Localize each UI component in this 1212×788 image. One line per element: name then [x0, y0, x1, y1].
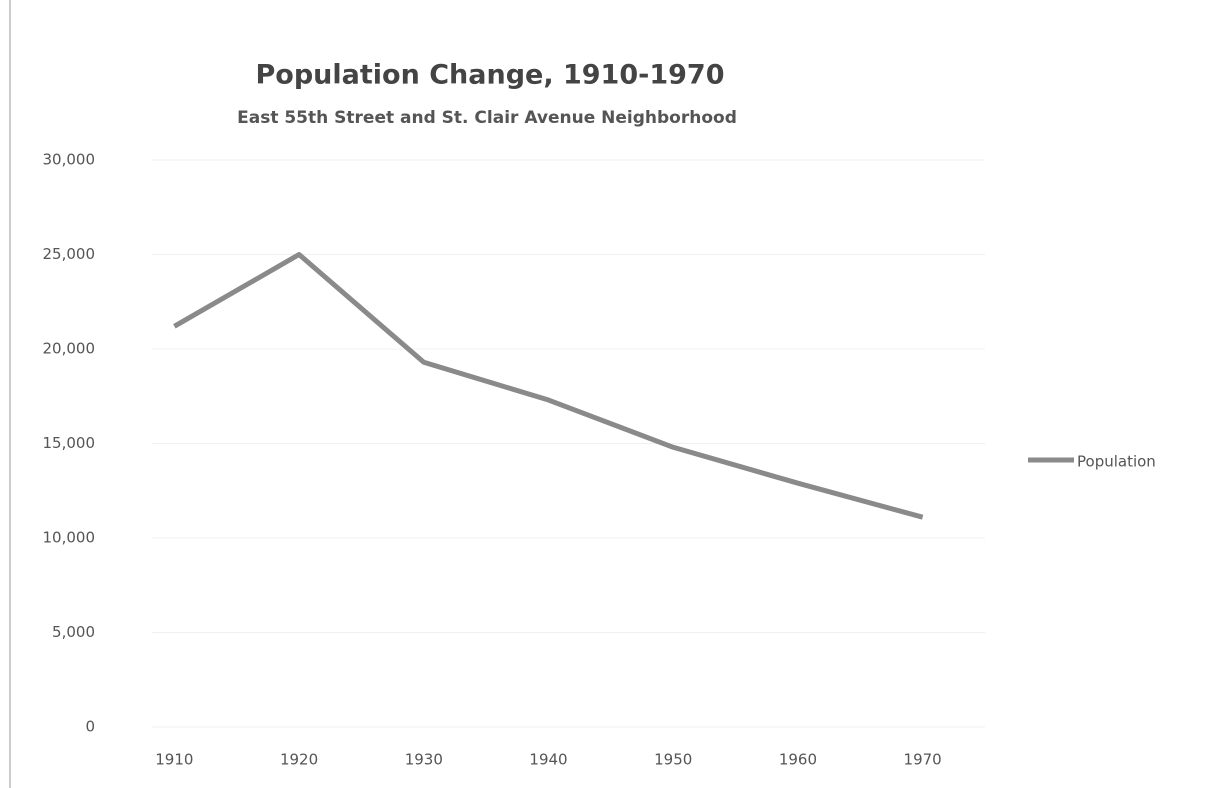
- y-tick-label: 25,000: [43, 245, 96, 263]
- x-tick-label: 1930: [405, 751, 443, 769]
- y-tick-label: 30,000: [43, 151, 96, 169]
- data-line: [173, 252, 924, 520]
- y-tick-label: 0: [85, 718, 95, 736]
- chart-subtitle: East 55th Street and St. Clair Avenue Ne…: [237, 108, 737, 128]
- x-tick-label: 1960: [779, 751, 817, 769]
- x-tick-label: 1910: [155, 751, 193, 769]
- y-tick-label: 5,000: [52, 623, 95, 641]
- y-tick-label: 15,000: [43, 434, 96, 452]
- y-tick-label: 20,000: [43, 340, 96, 358]
- y-tick-label: 10,000: [43, 529, 96, 547]
- x-tick-label: 1970: [904, 751, 942, 769]
- x-tick-label: 1920: [280, 751, 318, 769]
- legend-label: Population: [1077, 453, 1156, 471]
- chart-title: Population Change, 1910-1970: [256, 60, 725, 91]
- x-tick-label: 1950: [654, 751, 692, 769]
- x-tick-label: 1940: [529, 751, 567, 769]
